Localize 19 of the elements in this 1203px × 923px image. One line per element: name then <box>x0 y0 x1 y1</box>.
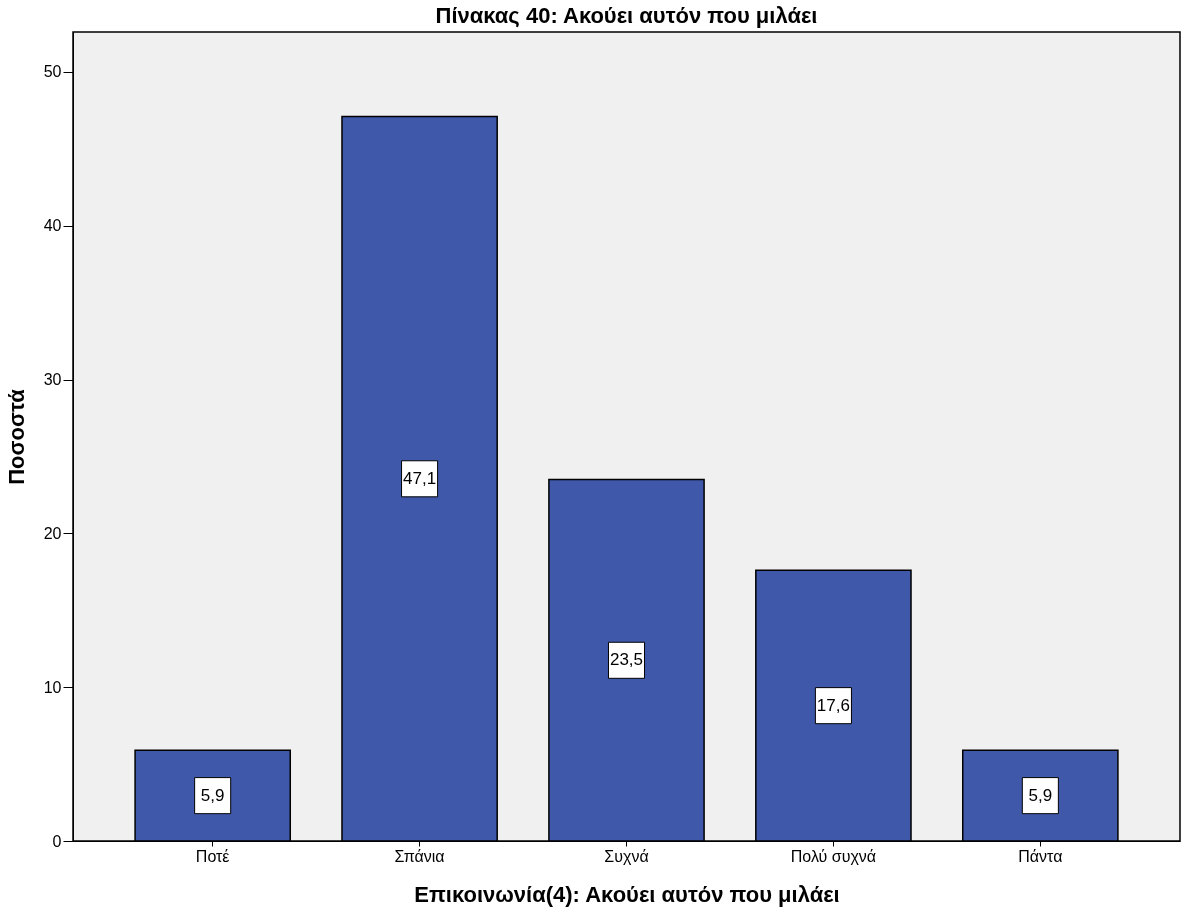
y-tick-label: 10 <box>43 678 62 696</box>
data-label: 5,9 <box>200 785 225 805</box>
x-tick-label: Συχνά <box>604 847 649 865</box>
y-tick-label: 20 <box>43 524 62 542</box>
x-axis-title: Επικοινωνία(4): Ακούει αυτόν που μιλάει <box>414 881 840 907</box>
data-label: 17,6 <box>816 695 850 715</box>
y-tick-label: 0 <box>52 832 62 850</box>
y-tick-label: 50 <box>43 63 62 81</box>
x-tick-label: Ποτέ <box>195 847 230 865</box>
data-label: 47,1 <box>403 468 437 488</box>
x-tick-label: Πολύ συχνά <box>790 847 877 865</box>
chart-title: Πίνακας 40: Ακούει αυτόν που μιλάει <box>435 3 818 28</box>
x-tick-label: Πάντα <box>1018 847 1063 865</box>
data-label: 5,9 <box>1028 785 1053 805</box>
data-label: 23,5 <box>609 650 644 670</box>
x-tick-label: Σπάνια <box>394 847 445 865</box>
y-tick-label: 40 <box>43 217 62 235</box>
y-tick-label: 30 <box>43 371 62 389</box>
y-axis-title: Ποσοστά <box>3 388 29 485</box>
